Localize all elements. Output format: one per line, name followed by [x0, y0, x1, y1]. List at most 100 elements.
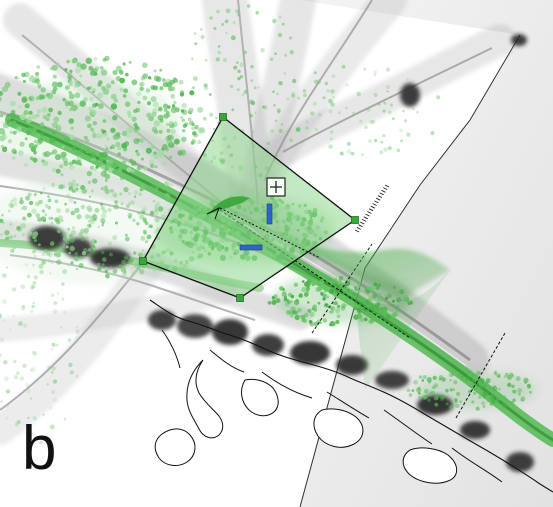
sample-point	[51, 371, 54, 374]
resize-bar-icon[interactable]	[239, 244, 263, 251]
sample-point	[416, 110, 419, 114]
sample-point	[55, 343, 59, 347]
sample-point	[18, 150, 24, 156]
sample-point	[23, 110, 29, 116]
resize-handles[interactable]	[239, 203, 273, 251]
sample-point	[356, 91, 361, 97]
sample-point	[26, 274, 31, 279]
sample-point	[283, 296, 287, 300]
vertex-square-icon[interactable]	[219, 113, 227, 121]
sample-point	[34, 144, 38, 148]
sample-point	[399, 128, 403, 133]
sample-point	[32, 157, 38, 163]
sample-point	[417, 386, 421, 390]
sample-point	[126, 127, 133, 134]
sample-point	[126, 110, 132, 116]
sample-point	[478, 395, 482, 399]
move-handle[interactable]	[266, 177, 286, 197]
sample-point	[335, 308, 341, 314]
sample-point	[12, 197, 17, 202]
sample-point	[75, 267, 79, 271]
sample-point	[104, 179, 108, 182]
sample-point	[33, 151, 37, 155]
sample-point	[42, 114, 48, 120]
sample-point	[74, 67, 82, 74]
sample-point	[121, 142, 128, 149]
sample-point	[171, 144, 175, 148]
ruler-tick	[367, 211, 372, 214]
sample-point	[98, 103, 104, 109]
resize-bar-icon[interactable]	[266, 203, 273, 225]
sample-point	[243, 89, 249, 94]
sample-point	[164, 181, 170, 187]
sample-point	[80, 228, 85, 234]
sample-point	[118, 66, 121, 70]
sample-point	[141, 249, 145, 252]
sample-point	[32, 416, 37, 421]
sample-point	[300, 315, 304, 318]
sample-point	[0, 233, 4, 237]
sample-point	[230, 35, 236, 41]
sample-point	[293, 299, 300, 306]
sample-point	[286, 299, 290, 302]
sample-point	[272, 18, 277, 24]
sample-point	[322, 293, 327, 298]
sample-point	[197, 140, 202, 145]
sample-point	[16, 371, 20, 375]
rotation-handle[interactable]	[209, 196, 250, 214]
sample-point	[74, 92, 81, 99]
sample-point	[35, 213, 41, 218]
selection-overlay[interactable]	[139, 113, 451, 391]
vertex-square-icon[interactable]	[236, 294, 244, 302]
dashed-direction-line-3	[455, 332, 506, 419]
sample-point	[330, 137, 333, 141]
sample-point	[0, 337, 4, 342]
sample-point	[178, 79, 184, 85]
ruler-tick	[363, 216, 369, 220]
rotation-sector-icon[interactable]	[209, 196, 250, 214]
sample-point	[89, 218, 95, 225]
sample-point	[53, 116, 60, 123]
sample-point	[110, 189, 114, 193]
vertex-square-icon[interactable]	[139, 257, 147, 265]
sample-point	[41, 159, 45, 163]
sample-point	[192, 131, 197, 136]
sample-point	[312, 279, 318, 285]
vertex-handles[interactable]	[139, 113, 359, 302]
sample-point	[90, 189, 94, 193]
vertex-square-icon[interactable]	[351, 216, 359, 224]
sample-point	[28, 200, 34, 206]
sample-point	[79, 100, 86, 107]
sample-point	[246, 4, 251, 8]
sample-point	[93, 57, 98, 61]
sample-point	[33, 239, 37, 242]
sample-point	[5, 416, 9, 420]
sample-point	[208, 93, 212, 96]
sample-point	[21, 128, 25, 132]
sample-point	[452, 388, 456, 391]
sample-point	[80, 204, 86, 210]
sample-point	[191, 126, 195, 131]
sample-point	[316, 79, 322, 84]
sample-point	[515, 376, 521, 382]
sample-point	[28, 115, 32, 119]
sample-point	[278, 81, 283, 86]
sample-point	[300, 140, 304, 144]
sample-point	[529, 391, 532, 394]
sample-point	[314, 127, 318, 132]
sample-point	[91, 88, 97, 93]
sample-point	[56, 208, 61, 214]
sample-point	[482, 405, 486, 408]
sample-point	[69, 69, 73, 74]
sample-point	[280, 123, 284, 126]
sample-point	[192, 86, 195, 89]
sample-point	[80, 236, 86, 242]
sample-point	[126, 167, 132, 173]
sample-point	[102, 209, 108, 214]
sample-point	[272, 90, 275, 93]
sample-point	[9, 100, 16, 107]
sample-point	[167, 86, 173, 92]
ruler-tick	[382, 187, 388, 191]
